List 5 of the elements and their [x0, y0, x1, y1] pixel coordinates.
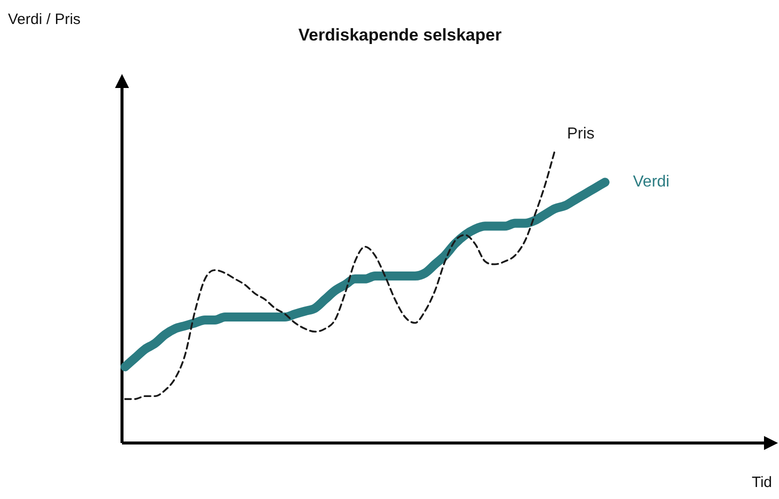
series-label: Pris — [567, 125, 595, 142]
text: Verdi / Pris — [8, 11, 81, 28]
chart-title: Verdiskapende selskaper — [298, 26, 502, 45]
series-label: Verdi — [633, 174, 670, 191]
text: Tid — [752, 474, 772, 492]
